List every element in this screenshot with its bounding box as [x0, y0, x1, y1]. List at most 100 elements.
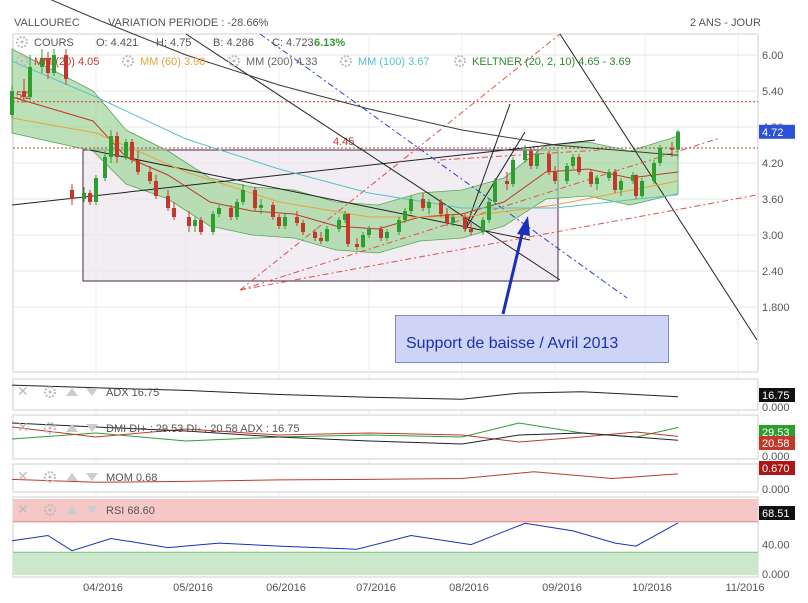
indicator-badge — [759, 436, 795, 450]
fibo-fan-line — [439, 149, 601, 161]
candle-body — [595, 178, 599, 184]
fibo-fan-line — [239, 194, 758, 291]
keltner-label[interactable]: KELTNER (20, 2, 10) 4.65 - 3.69 — [472, 56, 631, 68]
indicator-title: RSI 68.60 — [106, 505, 155, 517]
indicator-badge-label: 0.670 — [762, 463, 790, 475]
y-tick-label: 6.00 — [762, 50, 783, 62]
gear-icon — [48, 475, 52, 479]
close-value: C: 4.723 — [272, 37, 314, 49]
indicator-badge — [759, 388, 795, 402]
candle-body — [283, 217, 287, 226]
down-arrow-icon — [86, 473, 98, 481]
candle-body — [619, 181, 623, 190]
moving-average-line — [11, 60, 679, 209]
mm20-label[interactable]: MM (20) 4.05 — [34, 56, 100, 68]
indicator-line — [11, 471, 679, 483]
candle-body — [187, 217, 191, 226]
candle-body — [607, 172, 611, 178]
y-tick-label: 3.00 — [762, 230, 783, 242]
candle-body — [577, 157, 581, 172]
indicator-title: DMI DI+ : 29.53 DI- : 20.58 ADX : 16.75 — [106, 423, 300, 435]
candle-body — [553, 172, 557, 181]
candle-body — [319, 238, 323, 241]
rsi-overbought-zone — [13, 499, 758, 522]
candle-body — [613, 172, 617, 190]
y-tick-label: 5.40 — [762, 86, 783, 98]
up-arrow-icon — [66, 506, 78, 514]
x-tick-label: 10/2016 — [632, 582, 672, 594]
candle-body — [22, 91, 26, 97]
candle-body — [658, 148, 662, 163]
y-tick-label: 3.60 — [762, 194, 783, 206]
candle-body — [676, 131, 680, 150]
annotation-arrowhead — [517, 216, 530, 236]
x-tick-label: 04/2016 — [83, 582, 123, 594]
x-tick-label: 07/2016 — [356, 582, 396, 594]
down-arrow-icon — [86, 388, 98, 396]
gear-icon — [458, 59, 462, 63]
candle-body — [94, 178, 98, 202]
candle-body — [82, 193, 86, 199]
support-line-2013 — [259, 33, 628, 299]
gear-icon — [48, 390, 52, 394]
candle-body — [193, 220, 197, 226]
candle-body — [379, 229, 383, 238]
variation-label: VARIATION PERIODE : -28.66% — [108, 17, 269, 29]
gear-icon — [344, 59, 348, 63]
candle-body — [421, 199, 425, 208]
indicator-panel — [12, 414, 759, 460]
candle-body — [166, 196, 170, 208]
indicator-title: MOM 0.68 — [106, 472, 157, 484]
trendline-up — [11, 139, 596, 206]
change-value: 6.13% — [314, 37, 346, 49]
candle-body — [277, 217, 281, 226]
candle-body — [229, 208, 233, 217]
candle-body — [529, 151, 533, 166]
candle-body — [652, 163, 656, 181]
candle-body — [88, 193, 92, 202]
close-icon: ✕ — [17, 502, 29, 518]
trendline-resistance — [559, 33, 758, 341]
indicator-badge-label: 20.58 — [762, 438, 790, 450]
candle-body — [313, 232, 317, 238]
gear-icon — [340, 55, 352, 67]
moving-average-line — [50, 0, 679, 156]
candle-body — [337, 220, 341, 229]
y-tick-label: 0.000 — [762, 402, 790, 414]
candle-body — [241, 190, 245, 202]
close-icon: ✕ — [17, 384, 29, 400]
mm200-label[interactable]: MM (200) 4.33 — [246, 56, 318, 68]
candle-body — [40, 58, 44, 67]
candle-body — [463, 217, 467, 229]
candle-body — [172, 208, 176, 217]
candle-body — [670, 148, 674, 150]
candle-body — [301, 223, 305, 232]
y-tick-label: 2.40 — [762, 266, 783, 278]
indicator-line — [11, 384, 679, 400]
mm60-label[interactable]: MM (60) 3.90 — [140, 56, 206, 68]
candle-body — [217, 208, 221, 214]
indicator-badge-label: 68.51 — [762, 508, 790, 520]
x-tick-label: 09/2016 — [542, 582, 582, 594]
candle-body — [271, 205, 275, 217]
candle-body — [451, 217, 455, 223]
gear-icon — [44, 386, 56, 398]
gear-icon — [44, 422, 56, 434]
candle-body — [397, 220, 401, 232]
candle-body — [259, 205, 263, 208]
gear-icon — [16, 55, 28, 67]
candle-body — [211, 214, 215, 232]
candle-body — [403, 211, 407, 220]
candle-body — [493, 181, 497, 202]
gear-icon — [20, 40, 24, 44]
low-value: B: 4.286 — [213, 37, 254, 49]
candle-body — [64, 55, 68, 79]
gear-icon — [126, 59, 130, 63]
candle-body — [511, 160, 515, 184]
candle-body — [253, 190, 257, 208]
candle-body — [115, 136, 119, 157]
indicator-badge — [759, 425, 795, 439]
mm100-label[interactable]: MM (100) 3.67 — [358, 56, 430, 68]
gear-icon — [20, 59, 24, 63]
